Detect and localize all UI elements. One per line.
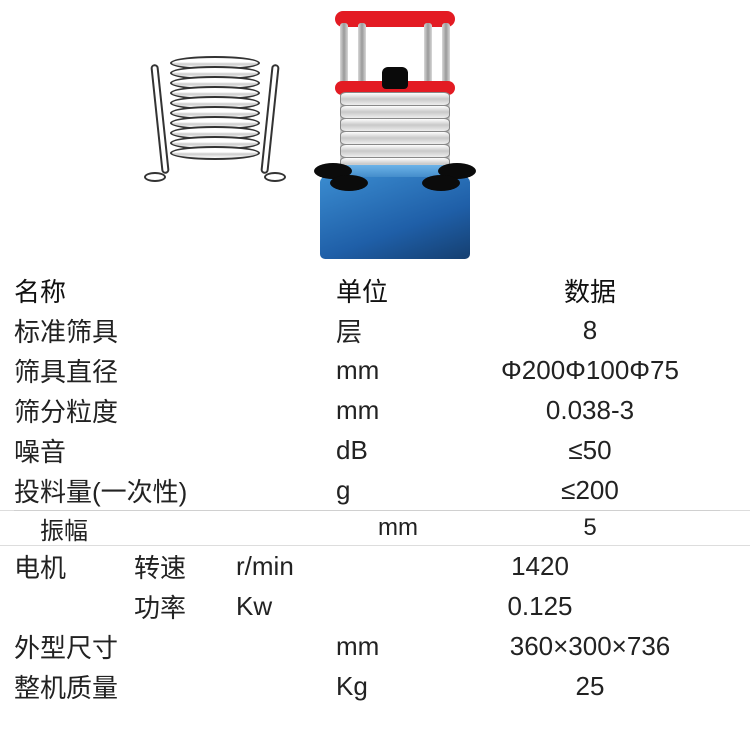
cell-name: 振幅 <box>0 511 230 546</box>
cell-data: 5 <box>460 514 750 542</box>
product-image-area <box>0 0 750 270</box>
table-header-row: 名称 单位 数据 <box>0 270 750 310</box>
table-row: 振幅 mm5 <box>0 510 750 546</box>
cell-data: 0.038-3 <box>460 395 750 426</box>
cell-unit: r/min <box>230 551 360 582</box>
table-row: 标准筛具 层8 <box>0 310 750 350</box>
cell-data: Φ200Φ100Φ75 <box>460 355 750 386</box>
cell-unit: Kg <box>330 671 460 702</box>
cell-data: 1420 <box>360 551 750 582</box>
cell-unit: dB <box>330 435 460 466</box>
header-data: 数据 <box>460 272 750 309</box>
table-row: 外型尺寸 mm360×300×736 <box>0 626 750 666</box>
cell-data: ≤50 <box>460 435 750 466</box>
header-name: 名称 <box>0 272 230 309</box>
table-row: 投料量(一次性) g≤200 <box>0 470 750 510</box>
cell-unit: mm <box>330 355 460 386</box>
cell-data: 25 <box>460 671 750 702</box>
cell-unit: mm <box>330 395 460 426</box>
cell-data: 0.125 <box>360 591 750 622</box>
cell-name: 电机 <box>0 548 130 585</box>
spec-table: 名称 单位 数据 标准筛具层8筛具直径mmΦ200Φ100Φ75筛分粒度mm0.… <box>0 270 750 706</box>
cell-subname: 功率 <box>130 588 230 625</box>
cell-name: 噪音 <box>0 432 230 469</box>
cell-name: 整机质量 <box>0 668 230 705</box>
table-row: 筛分粒度 mm0.038-3 <box>0 390 750 430</box>
cell-unit: mm <box>330 631 460 662</box>
cell-name: 外型尺寸 <box>0 628 230 665</box>
cell-name: 筛具直径 <box>0 352 230 389</box>
cell-unit: mm <box>330 514 460 542</box>
cell-name: 筛分粒度 <box>0 392 230 429</box>
sieve-stack-illustration <box>170 60 260 160</box>
cell-data: 360×300×736 <box>460 631 750 662</box>
cell-data: ≤200 <box>460 475 750 506</box>
table-row: 整机质量 Kg25 <box>0 666 750 706</box>
cell-unit: 层 <box>330 312 460 349</box>
cell-data: 8 <box>460 315 750 346</box>
table-row: 噪音 dB≤50 <box>0 430 750 470</box>
cell-unit: g <box>330 475 460 506</box>
table-row: 功率Kw0.125 <box>0 586 750 626</box>
cell-name: 投料量(一次性) <box>0 472 230 509</box>
table-row: 筛具直径 mmΦ200Φ100Φ75 <box>0 350 750 390</box>
cell-subname: 转速 <box>130 548 230 585</box>
cell-unit: Kw <box>230 591 360 622</box>
cell-name: 标准筛具 <box>0 312 230 349</box>
header-unit: 单位 <box>330 272 460 309</box>
table-row: 电机转速r/min1420 <box>0 546 750 586</box>
